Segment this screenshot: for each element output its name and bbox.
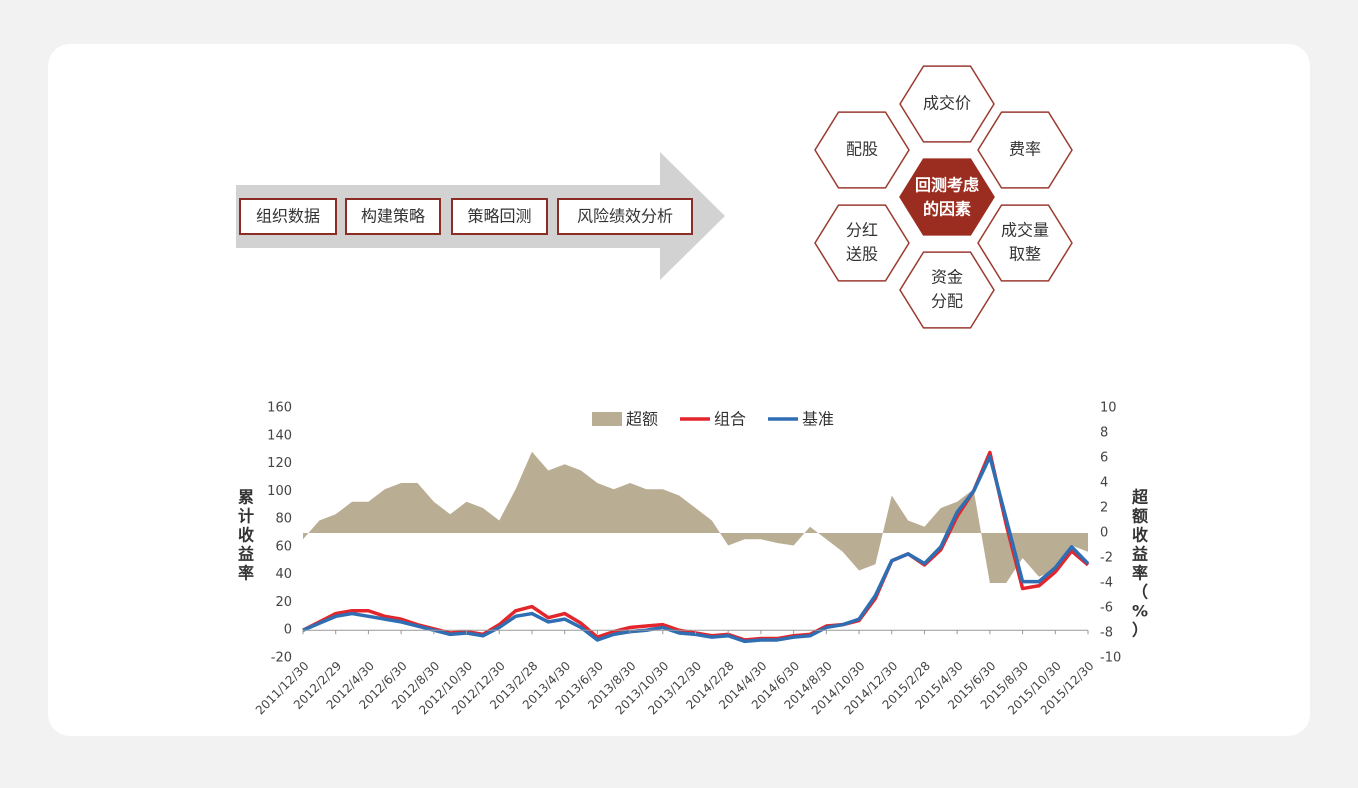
y-axis-label: 益	[238, 545, 254, 564]
y2-tick-label: -4	[1100, 576, 1113, 591]
factor-label: 成交量	[1001, 221, 1049, 240]
legend-label: 组合	[714, 410, 746, 429]
factor-center-label: 的因素	[923, 200, 971, 219]
factor-hex	[977, 204, 1073, 282]
factor-hex	[899, 251, 995, 329]
y2-axis-label: ）	[1132, 621, 1148, 640]
y-axis-label: 率	[238, 564, 254, 583]
factor-label: 取整	[1009, 245, 1041, 264]
y2-tick-label: 10	[1100, 401, 1117, 416]
factor-label: 成交价	[923, 94, 971, 113]
y-tick-label: 120	[267, 456, 292, 471]
y-tick-label: 60	[275, 539, 292, 554]
factor-hex	[814, 111, 910, 189]
factor-label: 费率	[1009, 140, 1041, 159]
legend-label: 基准	[802, 410, 834, 429]
y2-axis-label: 超	[1131, 488, 1149, 507]
factor-label: 配股	[846, 140, 878, 159]
y2-axis-label: 益	[1132, 545, 1148, 564]
y-tick-label: 20	[275, 595, 292, 610]
legend-swatch	[592, 412, 622, 426]
y2-tick-label: 6	[1100, 451, 1108, 466]
y-tick-label: 140	[267, 428, 292, 443]
factor-label: 分配	[931, 292, 963, 311]
step-label: 组织数据	[256, 207, 320, 226]
y-tick-label: 0	[284, 623, 292, 638]
y-tick-label: -20	[271, 651, 292, 666]
factor-hex	[899, 158, 995, 236]
factor-hex	[814, 204, 910, 282]
y2-axis-label: 额	[1132, 507, 1148, 526]
factor-label: 送股	[846, 245, 878, 264]
y2-tick-label: -2	[1100, 551, 1113, 566]
step-label: 风险绩效分析	[577, 207, 673, 226]
y-axis-label: 收	[238, 526, 254, 545]
y2-axis-label: 收	[1132, 526, 1148, 545]
y-tick-label: 40	[275, 567, 292, 582]
factor-hex	[899, 65, 995, 143]
y-axis-label: 计	[238, 507, 254, 526]
factor-hex	[977, 111, 1073, 189]
y2-tick-label: 2	[1100, 501, 1108, 516]
step-label: 构建策略	[361, 207, 425, 226]
step-label: 策略回测	[467, 207, 531, 226]
y2-tick-label: -6	[1100, 601, 1113, 616]
y2-tick-label: 0	[1100, 526, 1108, 541]
y2-axis-label: 率	[1132, 564, 1148, 583]
legend-label: 超额	[626, 410, 658, 429]
y-tick-label: 80	[275, 512, 292, 527]
y2-axis-label: %	[1132, 602, 1148, 621]
step-box	[557, 198, 693, 235]
step-box	[345, 198, 441, 235]
y-tick-label: 100	[267, 484, 292, 499]
y2-tick-label: 4	[1100, 476, 1108, 491]
factor-label: 资金	[931, 268, 963, 287]
y2-tick-label: -8	[1100, 626, 1113, 641]
factor-center-label: 回测考虑	[915, 176, 979, 195]
y-tick-label: 160	[267, 401, 292, 416]
step-box	[451, 198, 548, 235]
factor-label: 分红	[846, 221, 878, 240]
y-axis-label: 累	[238, 488, 254, 507]
step-box	[239, 198, 337, 235]
y2-axis-label: （	[1132, 583, 1148, 602]
y2-tick-label: -10	[1100, 651, 1121, 666]
excess-area	[303, 451, 1088, 583]
y2-tick-label: 8	[1100, 426, 1108, 441]
